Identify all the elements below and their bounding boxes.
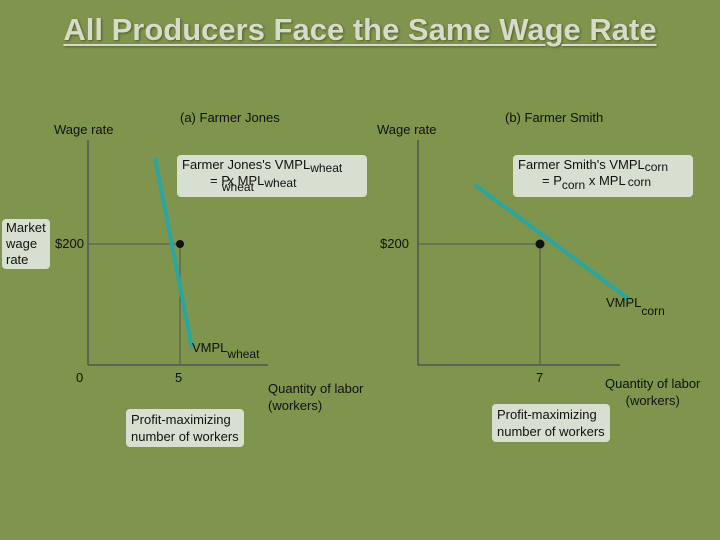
panel-b-x-axis-label-line1: Quantity of labor	[605, 376, 701, 391]
panel-b-eq-main: Farmer Smith's VMPL	[518, 157, 645, 172]
panel-b-curve-label-sub: corn	[641, 304, 665, 318]
panel-b-curve-label-main: VMPL	[606, 295, 642, 310]
panel-a-curve-label-sub: wheat	[227, 347, 260, 361]
panel-a-profit-line2: number of workers	[131, 429, 239, 444]
panel-b-eq-main-sub: corn	[644, 160, 669, 174]
panel-b-x-axis-label: Quantity of labor (workers)	[605, 375, 700, 409]
panel-b-profit-line1: Profit-maximizing	[497, 407, 597, 422]
panel-a-x-tick: 5	[175, 370, 183, 385]
panel-b-eq-p: = P	[542, 173, 562, 188]
page-title: All Producers Face the Same Wage Rate	[63, 12, 657, 47]
panel-a-origin-label: 0	[76, 370, 84, 385]
panel-a-x-axis-label-line2: (workers)	[268, 398, 323, 413]
panel-b-profit-box: Profit-maximizing number of workers	[492, 404, 610, 442]
panel-a-eq-mpl-sub: wheat	[264, 176, 297, 190]
panel-a-equilibrium-point	[176, 240, 184, 248]
panel-b-heading: (b) Farmer Smith	[505, 110, 604, 125]
panel-a-wage-tick: $200	[55, 236, 84, 251]
panel-a-eq-main: Farmer Jones's VMPL	[182, 157, 311, 172]
panel-b-wage-tick: $200	[380, 236, 409, 251]
panel-b-equilibrium-point	[535, 239, 545, 249]
panel-b-eq-p-sub: corn	[561, 178, 586, 192]
panel-b-vmpl-curve	[473, 183, 632, 302]
panel-b-y-axis-label: Wage rate	[377, 122, 437, 137]
panel-b-x-axis-label-line2: (workers)	[625, 393, 680, 408]
panel-a-equation-box: Farmer Jones's VMPLwheat = Pwheat x MPLw…	[177, 155, 367, 197]
panel-a-x-axis-label: Quantity of labor (workers)	[268, 380, 363, 414]
panel-b-equation-box: Farmer Smith's VMPLcorn = Pcorn x MPL cor…	[513, 155, 693, 197]
panel-b-x-tick: 7	[536, 370, 544, 385]
panel-a-eq-mpl: x MPL	[223, 173, 265, 188]
panel-a-curve-label: VMPLwheat	[192, 340, 259, 361]
panel-a-eq-main-sub: wheat	[310, 161, 343, 175]
panel-a-profit-line1: Profit-maximizing	[131, 412, 231, 427]
panel-a-x-axis-label-line1: Quantity of labor	[268, 381, 364, 396]
panel-a-y-axis-label: Wage rate	[54, 122, 114, 137]
panel-a-curve-label-main: VMPL	[192, 340, 228, 355]
market-wage-rate-box: Market wage rate	[2, 219, 50, 269]
panel-a-vmpl-curve	[153, 157, 194, 349]
panel-a-eq-p: = P	[210, 173, 230, 188]
market-wage-line3: rate	[6, 252, 29, 267]
market-wage-line2: wage	[6, 236, 38, 251]
market-wage-line1: Market	[6, 220, 46, 235]
panel-a-profit-box: Profit-maximizing number of workers	[126, 409, 244, 447]
panel-a-heading: (a) Farmer Jones	[180, 110, 280, 125]
panel-b-curve-label: VMPLcorn	[606, 295, 665, 318]
panel-b-profit-line2: number of workers	[497, 424, 605, 439]
panel-b-eq-mpl: x MPL	[585, 173, 626, 188]
panel-b-eq-mpl-sub: corn	[627, 175, 652, 189]
panel-a-eq-p-sub: wheat	[221, 180, 254, 194]
